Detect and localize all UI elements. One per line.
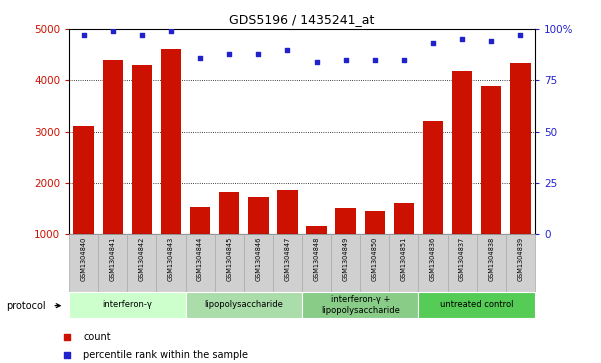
Bar — [219, 192, 239, 234]
Text: percentile rank within the sample: percentile rank within the sample — [83, 350, 248, 360]
Point — [341, 57, 350, 63]
Bar — [103, 60, 123, 234]
Bar — [394, 203, 414, 234]
Bar — [418, 234, 448, 292]
Bar — [510, 64, 531, 234]
Text: GSM1304841: GSM1304841 — [110, 237, 116, 281]
Text: interferon-γ: interferon-γ — [102, 301, 152, 309]
Bar — [506, 234, 535, 292]
Point — [137, 32, 147, 38]
Bar — [302, 292, 418, 318]
Title: GDS5196 / 1435241_at: GDS5196 / 1435241_at — [230, 13, 374, 26]
Bar — [365, 211, 385, 234]
Point — [108, 28, 118, 34]
Bar — [335, 208, 356, 234]
Bar — [186, 292, 302, 318]
Bar — [69, 292, 186, 318]
Point — [282, 46, 292, 52]
Point — [428, 41, 438, 46]
Bar — [448, 234, 477, 292]
Bar — [302, 234, 331, 292]
Bar — [132, 65, 152, 234]
Text: untreated control: untreated control — [440, 301, 513, 309]
Text: GSM1304838: GSM1304838 — [488, 237, 494, 281]
Bar — [215, 234, 244, 292]
Point — [166, 28, 176, 34]
Point — [399, 57, 409, 63]
Bar — [186, 234, 215, 292]
Text: GSM1304844: GSM1304844 — [197, 237, 203, 281]
Bar — [248, 197, 269, 234]
Bar — [277, 189, 297, 234]
Point — [224, 51, 234, 57]
Text: interferon-γ +
lipopolysaccharide: interferon-γ + lipopolysaccharide — [321, 295, 400, 315]
Bar — [69, 234, 98, 292]
Point — [195, 55, 205, 61]
Bar — [273, 234, 302, 292]
Point — [254, 51, 263, 57]
Bar — [331, 234, 360, 292]
Point — [486, 38, 496, 44]
Text: GSM1304847: GSM1304847 — [284, 237, 290, 281]
Text: GSM1304842: GSM1304842 — [139, 237, 145, 281]
Text: GSM1304843: GSM1304843 — [168, 237, 174, 281]
Bar — [452, 71, 472, 234]
Text: lipopolysaccharide: lipopolysaccharide — [204, 301, 283, 309]
Text: GSM1304846: GSM1304846 — [255, 237, 261, 281]
Text: GSM1304850: GSM1304850 — [372, 237, 378, 281]
Point — [516, 32, 525, 38]
Text: GSM1304849: GSM1304849 — [343, 237, 349, 281]
Point — [370, 57, 380, 63]
Text: GSM1304836: GSM1304836 — [430, 237, 436, 281]
Bar — [423, 121, 443, 234]
Bar — [73, 126, 94, 234]
Point — [63, 352, 72, 358]
Point — [63, 334, 72, 340]
Text: GSM1304848: GSM1304848 — [314, 237, 320, 281]
Bar — [360, 234, 389, 292]
Bar — [127, 234, 156, 292]
Text: GSM1304840: GSM1304840 — [81, 237, 87, 281]
Bar — [156, 234, 186, 292]
Point — [312, 59, 322, 65]
Point — [79, 32, 88, 38]
Bar — [307, 227, 327, 234]
Text: GSM1304845: GSM1304845 — [226, 237, 232, 281]
Bar — [244, 234, 273, 292]
Point — [457, 36, 467, 42]
Bar — [190, 208, 210, 234]
Bar — [481, 86, 501, 234]
Bar — [477, 234, 506, 292]
Text: GSM1304851: GSM1304851 — [401, 237, 407, 281]
Text: protocol: protocol — [6, 301, 46, 311]
Bar — [98, 234, 127, 292]
Text: count: count — [83, 332, 111, 342]
Text: GSM1304837: GSM1304837 — [459, 237, 465, 281]
Bar — [389, 234, 418, 292]
Text: GSM1304839: GSM1304839 — [517, 237, 523, 281]
Bar — [161, 49, 181, 234]
Bar — [418, 292, 535, 318]
